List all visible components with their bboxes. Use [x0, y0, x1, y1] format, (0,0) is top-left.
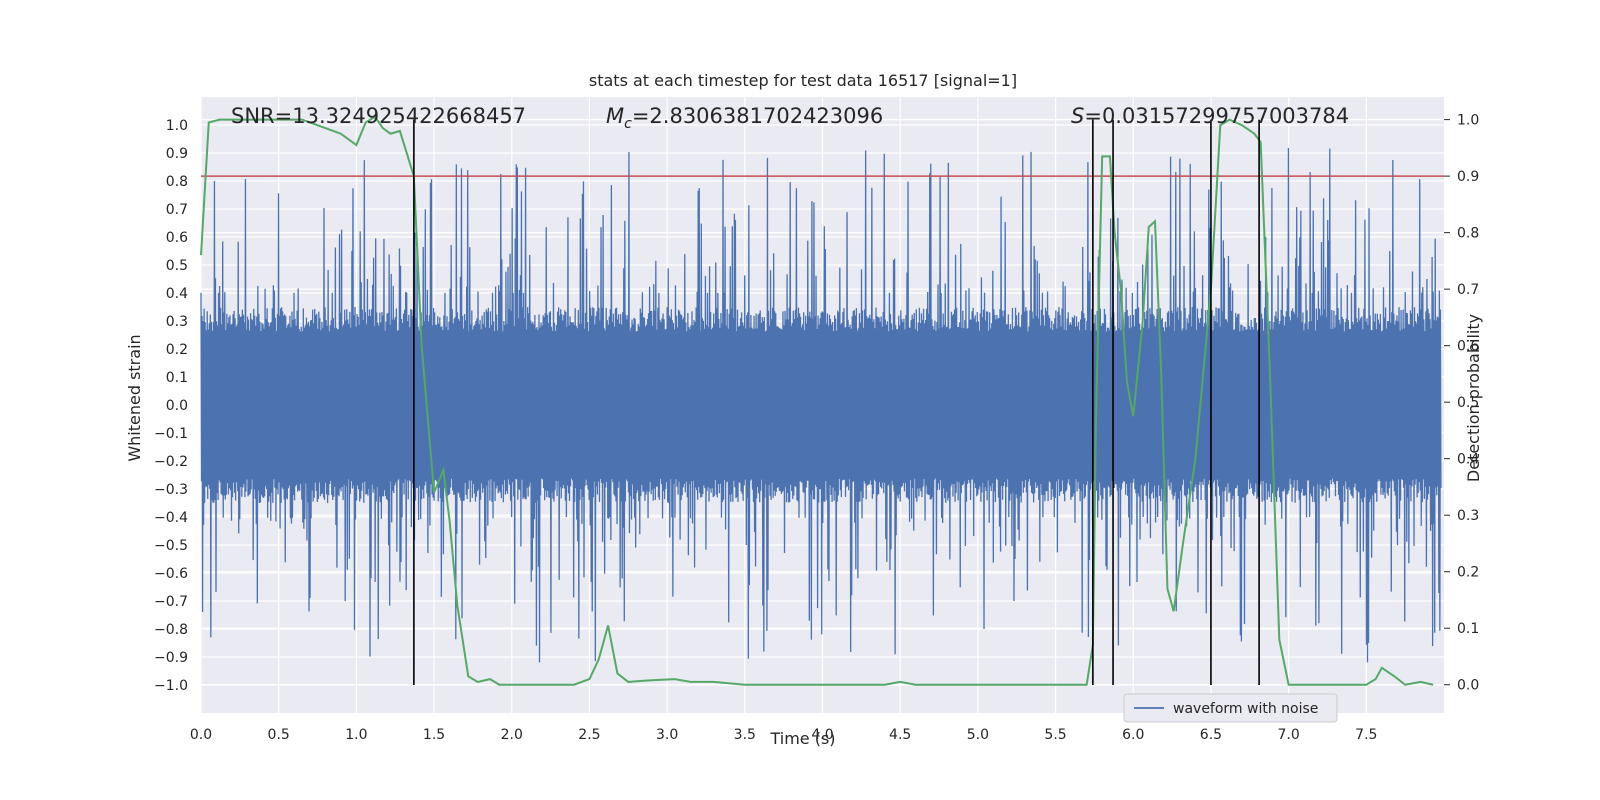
x-tick-label: 6.5 — [1200, 727, 1222, 743]
y2-tick-label: 0.4 — [1457, 452, 1479, 468]
y-tick-label: −1.0 — [154, 678, 188, 694]
y-tick-label: −0.3 — [154, 482, 188, 498]
spin-value: =0.03157299757003784 — [1084, 104, 1349, 128]
x-tick-label: 0.5 — [268, 727, 290, 743]
y-tick-label: −0.9 — [154, 650, 188, 666]
waveform-trace — [200, 148, 1442, 663]
y2-tick-label: 0.1 — [1457, 621, 1479, 637]
snr-annotation: SNR=13.324925422668457 — [231, 104, 526, 128]
spin-annotation: S=0.03157299757003784 — [1071, 104, 1349, 128]
y-tick-label: 0.6 — [166, 230, 188, 246]
x-tick-label: 1.5 — [423, 727, 445, 743]
x-tick-label: 3.0 — [656, 727, 678, 743]
spin-symbol: S — [1071, 104, 1084, 128]
y-tick-label: 0.4 — [166, 286, 188, 302]
x-axis-label: Time (s) — [769, 729, 835, 748]
x-tick-label: 3.5 — [734, 727, 756, 743]
y-tick-label: −0.4 — [154, 510, 188, 526]
x-tick-label: 5.0 — [967, 727, 989, 743]
y-tick-label: 0.7 — [166, 202, 188, 218]
chart-title: stats at each timestep for test data 165… — [589, 71, 1017, 90]
legend-label: waveform with noise — [1173, 701, 1318, 717]
y-axis-label: Whitened strain — [125, 334, 144, 461]
y2-axis-label: Detection probability — [1464, 314, 1483, 482]
y2-tick-label: 1.0 — [1457, 113, 1479, 129]
y-tick-label: −0.5 — [154, 538, 188, 554]
y-tick-label: 0.1 — [166, 370, 188, 386]
x-tick-label: 1.0 — [345, 727, 367, 743]
legend: waveform with noise — [1123, 693, 1338, 723]
y2-tick-label: 0.9 — [1457, 169, 1479, 185]
y2-tick-label: 0.8 — [1457, 226, 1479, 242]
x-tick-label: 6.0 — [1122, 727, 1144, 743]
x-tick-label: 7.0 — [1277, 727, 1299, 743]
y-tick-label: −0.6 — [154, 566, 188, 582]
y-tick-label: 0.3 — [166, 314, 188, 330]
x-tick-label: 2.5 — [578, 727, 600, 743]
y-tick-label: 0.2 — [166, 342, 188, 358]
y2-tick-label: 0.3 — [1457, 508, 1479, 524]
y2-tick-label: 0.6 — [1457, 339, 1479, 355]
x-axis-ticks: 0.0 0.5 1.0 1.5 2.0 2.5 3.0 3.5 4.0 4.5 5.0 5.5 6.0 6… — [190, 727, 1378, 743]
x-tick-label: 7.5 — [1355, 727, 1377, 743]
legend-box — [1123, 693, 1338, 723]
y-tick-label: −0.7 — [154, 594, 188, 610]
vertical-markers — [413, 119, 1260, 685]
y-tick-label: −0.8 — [154, 622, 188, 638]
y-tick-label: 0.0 — [166, 398, 188, 414]
x-tick-label: 4.5 — [889, 727, 911, 743]
y-tick-label: 0.8 — [166, 174, 188, 190]
x-tick-label: 0.0 — [190, 727, 212, 743]
y-tick-label: 0.5 — [166, 258, 188, 274]
y2-tick-label: 0.2 — [1457, 565, 1479, 581]
y-tick-label: 1.0 — [166, 118, 188, 134]
x-tick-label: 2.0 — [501, 727, 523, 743]
y-axis-ticks: 1.0 0.9 0.8 0.7 0.6 0.5 0.4 0.3 0.2 0.1 0.0 −0.1 −0.… — [154, 118, 188, 694]
y-tick-label: 0.9 — [166, 146, 188, 162]
y-tick-label: −0.1 — [154, 426, 188, 442]
x-tick-label: 4.0 — [811, 727, 833, 743]
probability-line — [200, 115, 1434, 686]
y2-axis-ticks: 1.0 0.9 0.8 0.7 0.6 0.5 0.4 0.3 0.2 0.1 0.0 — [1444, 113, 1479, 694]
y2-tick-label: 0.7 — [1457, 282, 1479, 298]
chirp-mass-annotation: Mc=2.8306381702423096 — [606, 104, 883, 132]
chirp-mass-subscript: c — [624, 116, 632, 132]
waveform-series — [200, 148, 1442, 663]
chirp-mass-symbol: M — [606, 104, 624, 128]
detection-probability-series — [200, 115, 1434, 686]
x-tick-label: 5.5 — [1044, 727, 1066, 743]
y2-tick-label: 0.5 — [1457, 395, 1479, 411]
chirp-mass-value: =2.8306381702423096 — [632, 104, 883, 128]
y2-tick-label: 0.0 — [1457, 678, 1479, 694]
y-tick-label: −0.2 — [154, 454, 188, 470]
